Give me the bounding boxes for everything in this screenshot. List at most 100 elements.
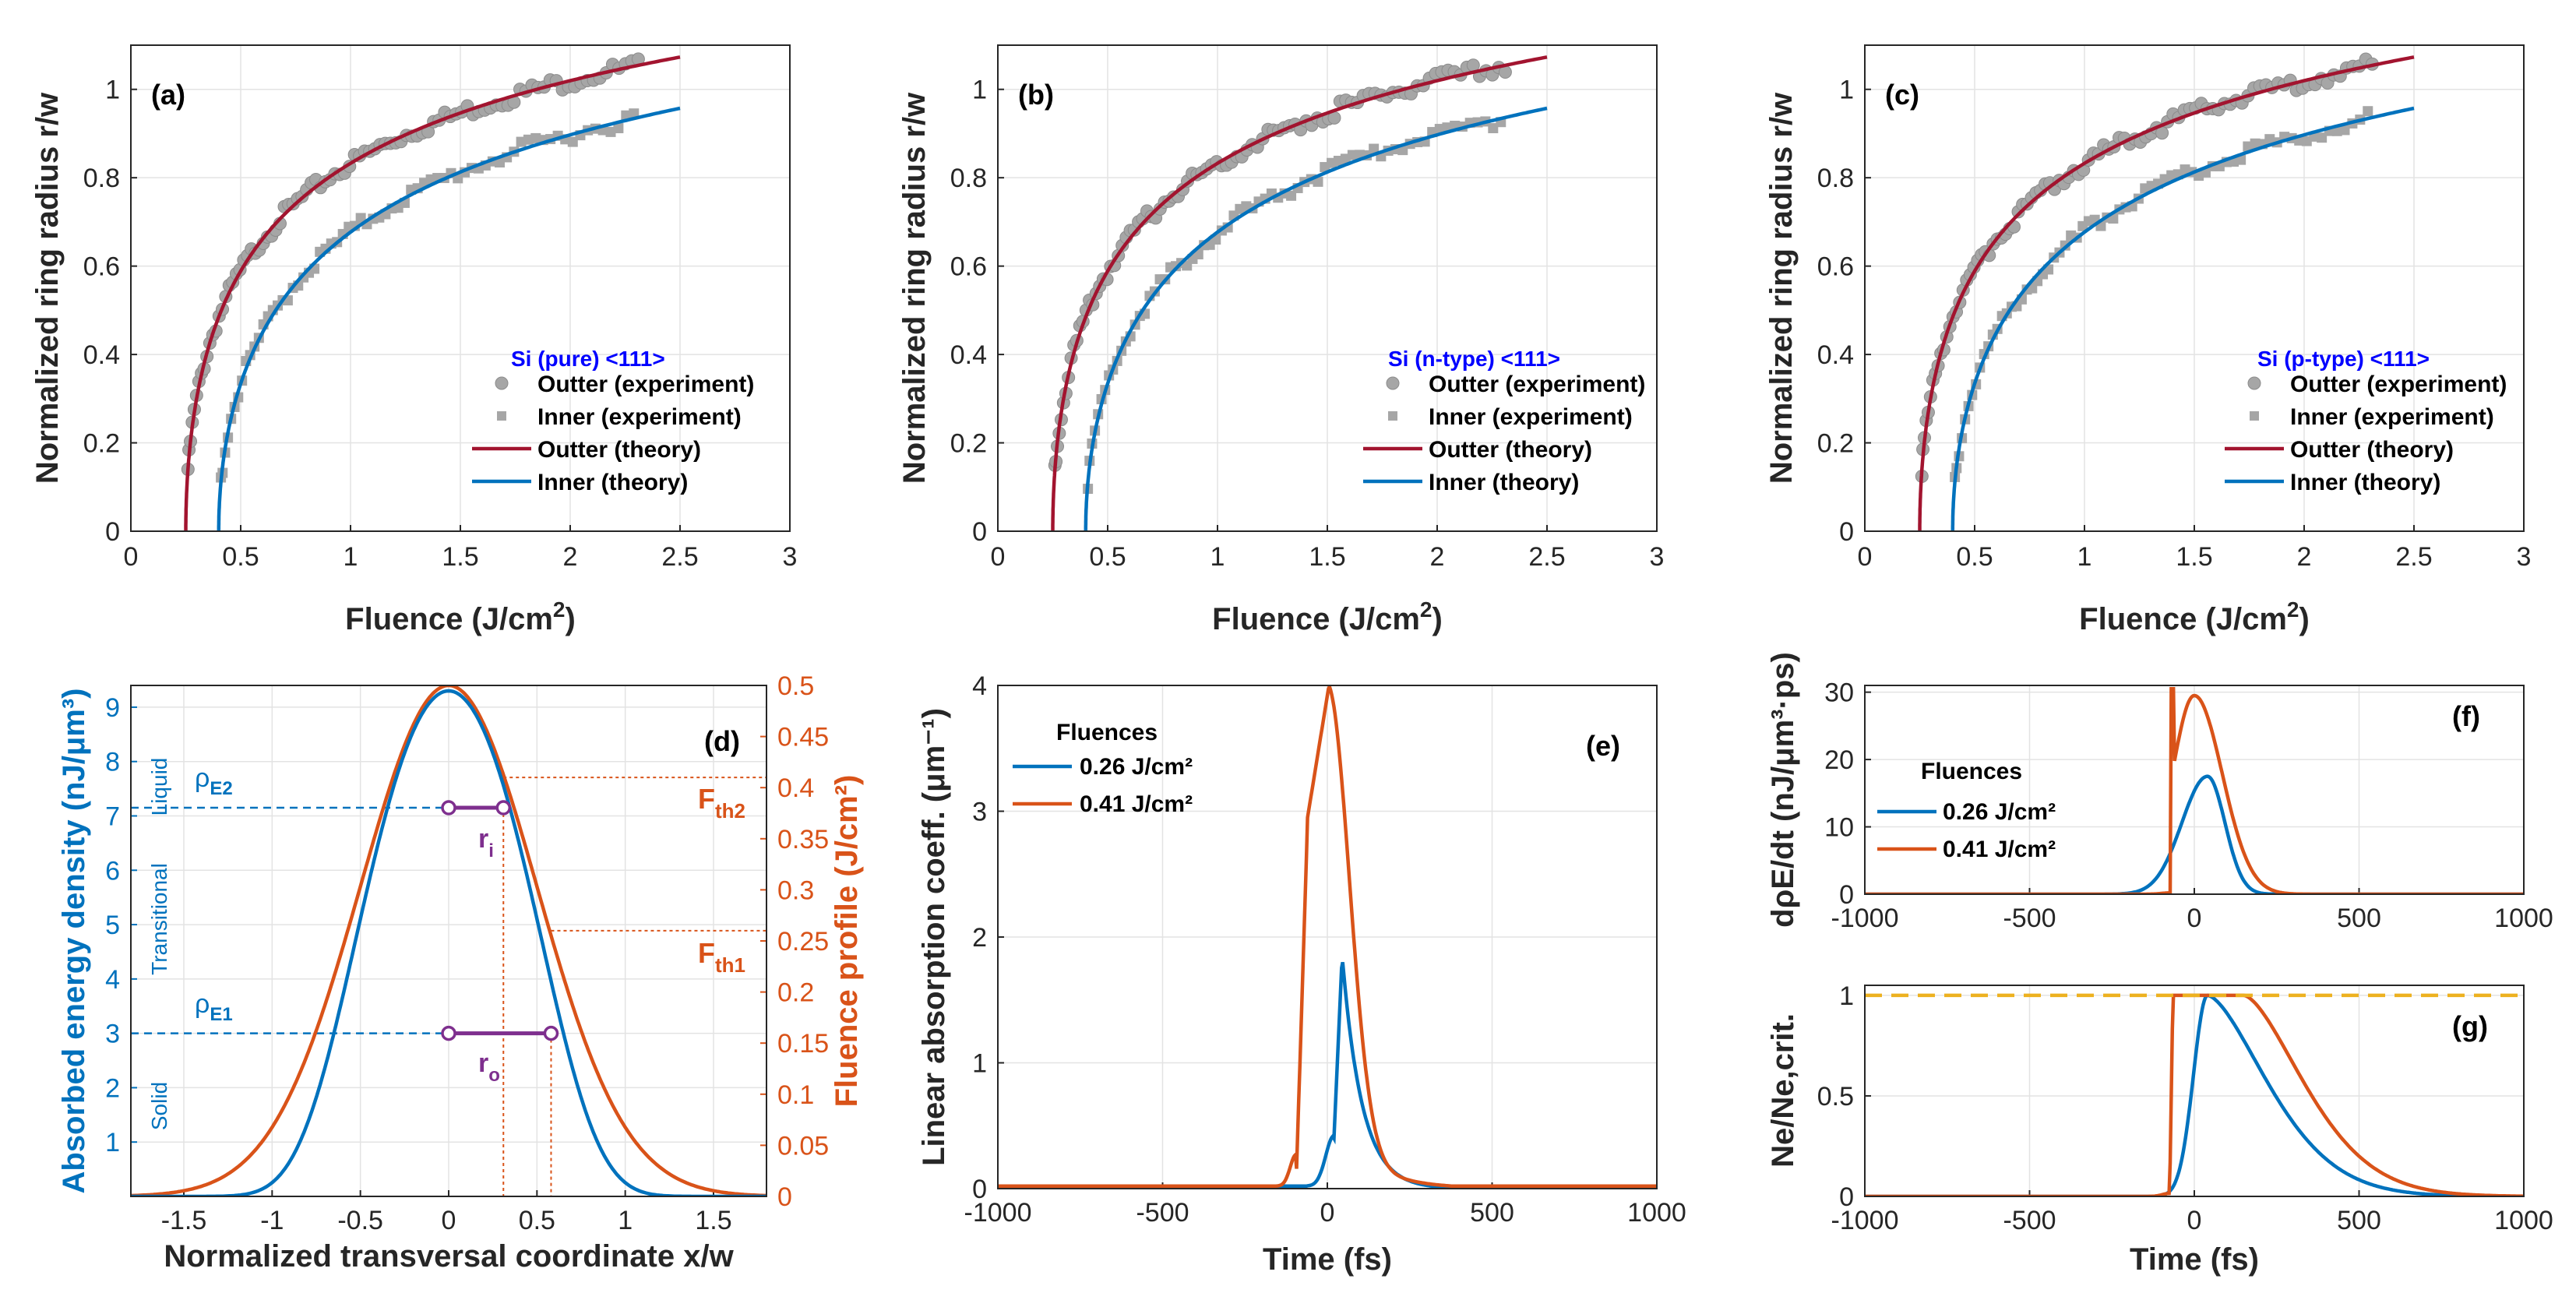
x-axis-label-end: )	[2299, 602, 2310, 636]
region-transitional-label: Transitional	[147, 863, 171, 975]
axes-box	[1864, 985, 2525, 1197]
axes-box	[130, 685, 767, 1197]
y-tick-label: 3	[972, 798, 987, 827]
y-tick-label-left: 7	[105, 801, 120, 831]
y-tick-label-right: 0.3	[777, 875, 814, 905]
series-curve-1	[1865, 687, 2524, 894]
x-tick-label: 1000	[2494, 1206, 2553, 1235]
y-tick-label-right: 0.35	[777, 825, 829, 854]
legend-entry: Inner (experiment)	[2290, 404, 2494, 430]
legend: Outter (experiment) Inner (experiment) Out…	[472, 372, 754, 495]
inner-experiment-marker	[605, 126, 616, 137]
legend-entry: Outter (experiment)	[1429, 372, 1645, 397]
x-tick-label: 1.5	[442, 542, 478, 572]
y-ticks-left: 1 2 3 4 5 6 7 8 9	[105, 693, 137, 1157]
outer-theory-curve	[1918, 55, 2415, 531]
legend-entry: Inner (theory)	[2290, 470, 2440, 495]
inner-experiment-marker	[2331, 125, 2342, 136]
panel-label: (f)	[2452, 700, 2480, 732]
panel-g: -1000 -500 0 500 1000 00.51 Time (fs) Ne/Ne,…	[1766, 981, 2553, 1277]
f-th2-sub: th2	[715, 799, 745, 823]
panel-label: (b)	[1018, 79, 1054, 111]
panel-label: (d)	[704, 725, 740, 757]
x-tick-label: -500	[1136, 1198, 1189, 1228]
y-axis-label-right: Fluence profile (J/cm²)	[830, 775, 864, 1108]
y-tick-label: 1	[105, 76, 120, 105]
y-axis-label: dρE/dt (nJ/μm³·ps)	[1766, 652, 1800, 928]
legend-marker-inner	[2250, 411, 2259, 421]
y-axis-label: Normalized ring radius r/w	[1764, 92, 1799, 484]
y-tick-label: 10	[1824, 813, 1854, 843]
x-tick-label: -0.5	[337, 1206, 383, 1235]
x-axis-label-sup: 2	[553, 597, 566, 622]
x-tick-label: -500	[2003, 904, 2056, 933]
panel-label: (e)	[1586, 730, 1620, 762]
panel-label: (g)	[2452, 1010, 2488, 1042]
panel-a: 0 0.5 1 1.5 2 2.5 3 0 0.2 0.4 0.6 0.8 1 Fluence (J/…	[30, 44, 798, 636]
y-ticks: 0 0.2 0.4 0.6 0.8 1	[1817, 76, 1871, 547]
legend-marker-inner	[1388, 411, 1397, 421]
legend-marker-outer	[2247, 376, 2261, 390]
y-ticks: 0 1 2 3 4	[972, 671, 1004, 1204]
y-tick-label: 30	[1824, 678, 1854, 708]
x-tick-label: 2.5	[1528, 542, 1565, 572]
legend-marker-outer	[495, 376, 509, 390]
inner-experiment-marker	[1313, 176, 1323, 187]
legend-entry: Inner (experiment)	[1429, 404, 1633, 430]
panel-d: -1.5 -1 -0.5 0 0.5 1 1.5 1 2 3 4 5 6 7 8 9 0 0.05 0.1 0.1…	[57, 671, 864, 1274]
x-tick-label: -500	[2003, 1206, 2056, 1235]
legend-entry: Outter (theory)	[1429, 437, 1592, 463]
legend-marker-outer	[1386, 376, 1400, 390]
y-tick-label: 0.8	[950, 164, 987, 193]
x-axis-label-end: )	[566, 602, 576, 636]
r-o-label: ro	[478, 1048, 500, 1086]
rate-curves	[1865, 687, 2524, 894]
x-tick-label: 3	[783, 542, 798, 572]
y-tick-label: 0.2	[1817, 429, 1854, 459]
y-tick-label: 0.4	[950, 340, 987, 370]
x-tick-label: 2.5	[2395, 542, 2432, 572]
legend: Outter (experiment) Inner (experiment) Out…	[2225, 372, 2507, 495]
panel-c: 0 0.5 1 1.5 2 2.5 3 0 0.2 0.4 0.6 0.8 1 Fluence (J/…	[1764, 44, 2531, 636]
y-axis-label: Ne/Ne,crit.	[1766, 1013, 1800, 1168]
profile-curves	[131, 685, 766, 1196]
x-ticks: -1000 -500 0 500 1000	[1831, 888, 2553, 933]
x-tick-label: 0.5	[222, 542, 259, 572]
fluence-profile-curve	[131, 685, 766, 1196]
x-tick-label: 3	[1650, 542, 1665, 572]
y-tick-label-left: 8	[105, 748, 120, 777]
y-tick-label: 0	[1839, 1182, 1854, 1212]
inner-experiment-marker	[1488, 123, 1499, 134]
x-tick-label: 0	[1320, 1198, 1335, 1228]
y-tick-label-left: 1	[105, 1128, 120, 1157]
y-tick-label: 0.2	[950, 429, 987, 459]
x-tick-label: 2.5	[661, 542, 698, 572]
y-axis-label: Linear absorption coeff. (μm⁻¹)	[917, 708, 951, 1166]
y-tick-label-right: 0.4	[777, 773, 814, 803]
region-liquid-label: Liquid	[147, 758, 171, 816]
y-tick-label-left: 5	[105, 911, 120, 940]
f-th2-label: Fth2	[698, 783, 745, 823]
x-tick-label: -1000	[964, 1198, 1032, 1228]
x-axis-label-end: )	[1432, 602, 1443, 636]
legend-entry: 0.41 J/cm²	[1943, 837, 2056, 862]
legend-entry: Outter (theory)	[2290, 437, 2454, 463]
material-label: Si (n-type) <111>	[1388, 347, 1560, 371]
x-tick-label: 1.5	[2176, 542, 2212, 572]
x-axis-label-text: Fluence (J/cm	[2079, 602, 2287, 636]
inner-experiment-marker	[1286, 190, 1297, 201]
x-tick-label: 0	[442, 1206, 456, 1235]
x-tick-label: 1	[2077, 542, 2092, 572]
grid	[131, 685, 766, 1196]
legend: 0.26 J/cm² 0.41 J/cm²	[1013, 754, 1193, 817]
x-tick-label: 0	[991, 542, 1006, 572]
x-tick-label: 1000	[2494, 904, 2553, 933]
x-tick-label: 1	[1210, 542, 1225, 572]
x-tick-label: 2	[2297, 542, 2312, 572]
series-curve-0	[1865, 774, 2524, 894]
inner-experiment-marker	[2236, 154, 2247, 165]
x-axis-label: Fluence (J/cm2)	[1212, 597, 1443, 636]
y-tick-label: 4	[972, 671, 987, 701]
y-tick-label: 1	[1839, 76, 1854, 105]
